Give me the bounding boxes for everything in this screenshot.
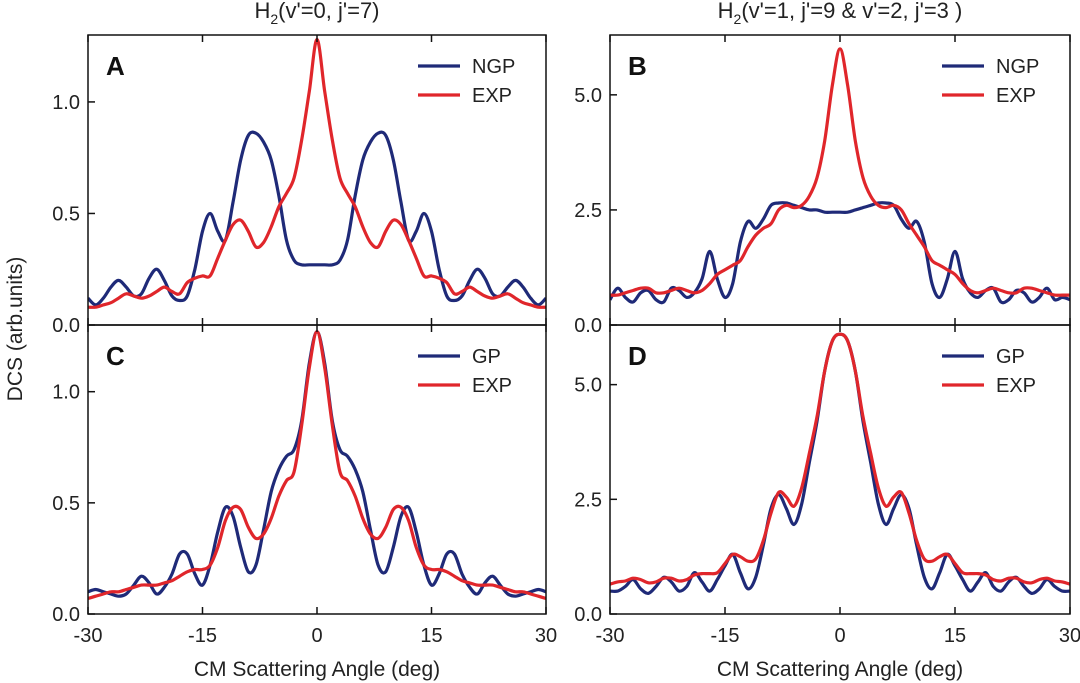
series-line-gp	[88, 330, 546, 598]
panel-letter: B	[628, 51, 647, 81]
series-line-exp	[88, 37, 546, 309]
y-tick-label: 2.5	[574, 200, 602, 222]
y-tick-label: 0.5	[52, 203, 80, 225]
y-tick-label: 0.0	[52, 604, 80, 626]
x-axis-title-left: CM Scattering Angle (deg)	[194, 658, 440, 681]
panel-letter: C	[106, 341, 125, 371]
legend-label-gp: GP	[472, 346, 501, 368]
y-tick-label: 0.0	[574, 315, 602, 337]
panel-letter: A	[106, 51, 125, 81]
x-tick-label: -30	[74, 625, 103, 647]
panels-group: 0.0 0.5 1.0 A NGP EXP 0.0 2.5 5.0 B NGP EXP -30 -15 0 1…	[52, 34, 1080, 647]
legend-label-ngp: NGP	[996, 56, 1039, 78]
y-tick-label: 2.5	[574, 489, 602, 511]
x-axis-title-right: CM Scattering Angle (deg)	[717, 658, 963, 681]
x-tick-label: 0	[834, 625, 845, 647]
series-line-gp	[610, 332, 1070, 596]
legend-label-ngp: NGP	[472, 56, 515, 78]
y-tick-label: 5.0	[574, 375, 602, 397]
right-column-title: H2(v'=1, j'=9 & v'=2, j'=3 )	[718, 0, 963, 27]
series-line-exp	[610, 332, 1070, 586]
x-tick-label: 30	[1059, 625, 1080, 647]
series-line-exp	[88, 330, 546, 600]
legend-label-exp: EXP	[472, 85, 512, 107]
legend-label-gp: GP	[996, 346, 1025, 368]
legend-label-exp: EXP	[996, 85, 1036, 107]
legend-label-exp: EXP	[472, 375, 512, 397]
x-tick-label: -30	[596, 625, 625, 647]
x-tick-label: 15	[944, 625, 966, 647]
plot-frame	[87, 34, 547, 326]
legend-label-exp: EXP	[996, 375, 1036, 397]
y-tick-label: 1.0	[52, 92, 80, 114]
x-tick-label: -15	[711, 625, 740, 647]
y-tick-label: 0.0	[52, 315, 80, 337]
plot-frame	[609, 324, 1071, 615]
plot-frame	[609, 34, 1071, 326]
x-tick-label: 30	[535, 625, 557, 647]
panel-letter: D	[628, 341, 647, 371]
panel-d: -30 -15 0 15 30 0.0 2.5 5.0 D GP EXP	[574, 324, 1080, 647]
x-tick-label: 0	[311, 625, 322, 647]
panel-b: 0.0 2.5 5.0 B NGP EXP	[574, 34, 1071, 337]
x-tick-label: 15	[420, 625, 442, 647]
panel-c: -30 -15 0 15 30 0.0 0.5 1.0 C GP EXP	[52, 324, 557, 647]
panel-a: 0.0 0.5 1.0 A NGP EXP	[52, 34, 547, 337]
y-axis-title: DCS (arb.units)	[4, 257, 27, 402]
plot-frame	[87, 324, 547, 615]
series-line-exp	[610, 47, 1070, 297]
x-tick-label: -15	[188, 625, 217, 647]
series-line-ngp	[88, 130, 546, 307]
y-tick-label: 0.5	[52, 493, 80, 515]
left-column-title: H2(v'=0, j'=7)	[254, 0, 379, 27]
y-tick-label: 1.0	[52, 382, 80, 404]
y-tick-label: 0.0	[574, 604, 602, 626]
y-tick-label: 5.0	[574, 85, 602, 107]
